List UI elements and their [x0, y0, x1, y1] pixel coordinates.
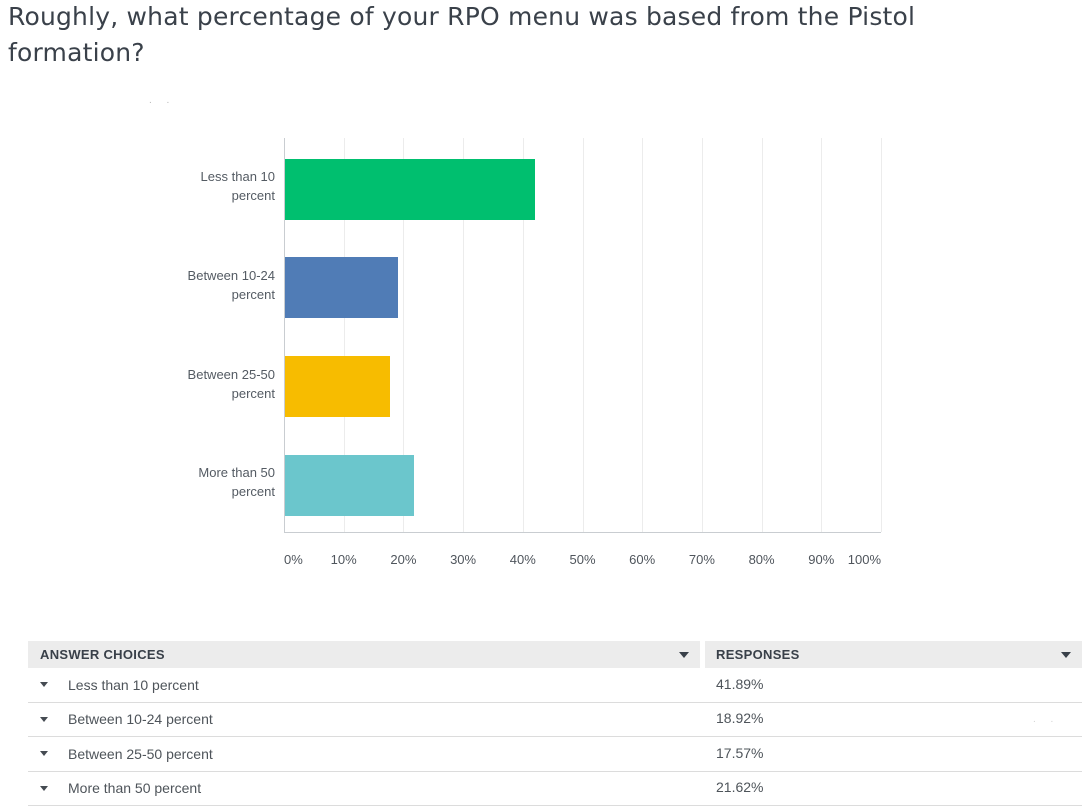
x-axis-tick-label: 90% — [808, 552, 835, 567]
response-value: 41.89% — [716, 675, 764, 692]
row-expand-arrow-icon[interactable] — [40, 785, 48, 791]
category-label-line: More than 50 — [198, 465, 275, 481]
table-row: More than 50 percent 21.62% — [28, 772, 1082, 806]
bar-between-25-50-percent[interactable] — [285, 356, 390, 417]
x-axis-tick-label: 80% — [748, 552, 775, 567]
row-expand-arrow-icon[interactable] — [40, 751, 48, 757]
category-label-line: percent — [231, 385, 275, 401]
bar-between-10-24-percent[interactable] — [285, 257, 398, 319]
row-expand-arrow-icon[interactable] — [40, 716, 48, 722]
question-title-line1: Roughly, what percentage of your RPO men… — [8, 2, 916, 31]
responses-sort-dropdown-icon[interactable] — [1061, 651, 1071, 658]
x-axis-tick-label: 70% — [688, 552, 715, 567]
response-cell: 17.57% — [705, 745, 1082, 763]
header-column-divider — [700, 641, 705, 668]
x-axis-tick-label: 20% — [390, 552, 417, 567]
x-axis-tick-label: 60% — [629, 552, 656, 567]
answer-choice-cell: Between 10-24 percent — [28, 711, 705, 727]
category-label-line: Between 25-50 — [187, 366, 275, 382]
response-cell: 41.89% — [705, 676, 1082, 694]
row-expand-arrow-icon[interactable] — [40, 682, 48, 688]
answer-choices-header-label: ANSWER CHOICES — [40, 647, 165, 662]
vertical-gridline — [463, 138, 465, 532]
category-label: Between 10-24 percent — [115, 266, 275, 304]
response-value: 21.62% — [716, 779, 764, 796]
category-label-line: percent — [231, 286, 275, 302]
faint-dots-artifact: . . — [1033, 714, 1060, 725]
response-value: 18.92% — [716, 710, 764, 727]
category-label-line: percent — [231, 188, 275, 203]
chart-x-axis-tick-labels: 0% 10% 20% 30% 40% 50% 60% 70% 80% 90% 100% — [284, 552, 881, 570]
answer-choice-cell: More than 50 percent — [28, 780, 705, 796]
category-label-line: Between 10-24 — [187, 267, 275, 283]
column-header-answer-choices[interactable]: ANSWER CHOICES — [28, 641, 700, 668]
x-axis-tick-label: 30% — [450, 552, 477, 567]
answer-choice-cell: Less than 10 percent — [28, 677, 705, 693]
x-axis-tick-label: 0% — [284, 552, 303, 567]
bar-chart: Less than 10 percent Between 10-24 percent B… — [0, 138, 882, 570]
vertical-gridline — [403, 138, 405, 532]
x-axis-tick-label: 40% — [509, 552, 536, 567]
response-value: 17.57% — [716, 744, 764, 761]
vertical-gridline — [701, 138, 703, 532]
chart-plot-area — [284, 138, 882, 533]
vertical-gridline — [343, 138, 345, 532]
answer-choice-label: Between 25-50 percent — [68, 745, 213, 762]
answer-choice-cell: Between 25-50 percent — [28, 746, 705, 762]
answer-choice-label: More than 50 percent — [68, 780, 202, 797]
table-row: Between 25-50 percent 17.57% — [28, 737, 1082, 772]
answer-choice-label: Less than 10 percent — [68, 676, 199, 693]
table-row: Between 10-24 percent 18.92% — [28, 703, 1082, 737]
question-title-line2: formation? — [8, 38, 145, 67]
x-axis-tick-label: 100% — [847, 552, 881, 567]
vertical-gridline — [881, 138, 882, 532]
chart-category-labels: Less than 10 percent Between 10-24 percent B… — [0, 138, 275, 533]
faint-dots-artifact: . . — [149, 95, 176, 106]
category-label: Less than 10 percent — [115, 167, 275, 205]
category-label: More than 50 percent — [115, 463, 275, 501]
y-axis-line — [284, 138, 285, 532]
bar-more-than-50-percent[interactable] — [285, 454, 415, 516]
category-label-line: percent — [231, 484, 275, 500]
category-label: Between 25-50 percent — [115, 365, 275, 403]
vertical-gridline — [761, 138, 763, 532]
category-label-line: Less than 10 — [200, 169, 275, 184]
results-table-header: ANSWER CHOICES RESPONSES — [28, 641, 1082, 668]
x-axis-tick-label: 10% — [330, 552, 357, 567]
bar-less-than-10-percent[interactable] — [285, 158, 536, 220]
answer-choices-sort-dropdown-icon[interactable] — [679, 651, 689, 658]
vertical-gridline — [522, 138, 524, 532]
results-table: ANSWER CHOICES RESPONSES Less than 10 pe… — [28, 641, 1082, 806]
column-header-responses[interactable]: RESPONSES — [705, 641, 1082, 668]
vertical-gridline — [582, 138, 584, 532]
results-table-body: Less than 10 percent 41.89% Between 10-24 … — [28, 668, 1082, 806]
answer-choice-label: Between 10-24 percent — [68, 711, 213, 728]
response-cell: 18.92% — [705, 710, 1082, 728]
question-title: Roughly, what percentage of your RPO men… — [8, 0, 915, 71]
responses-header-label: RESPONSES — [716, 647, 800, 662]
table-row: Less than 10 percent 41.89% — [28, 668, 1082, 703]
response-cell: 21.62% — [705, 779, 1082, 797]
vertical-gridline — [642, 138, 644, 532]
vertical-gridline — [821, 138, 823, 532]
x-axis-tick-label: 50% — [569, 552, 596, 567]
